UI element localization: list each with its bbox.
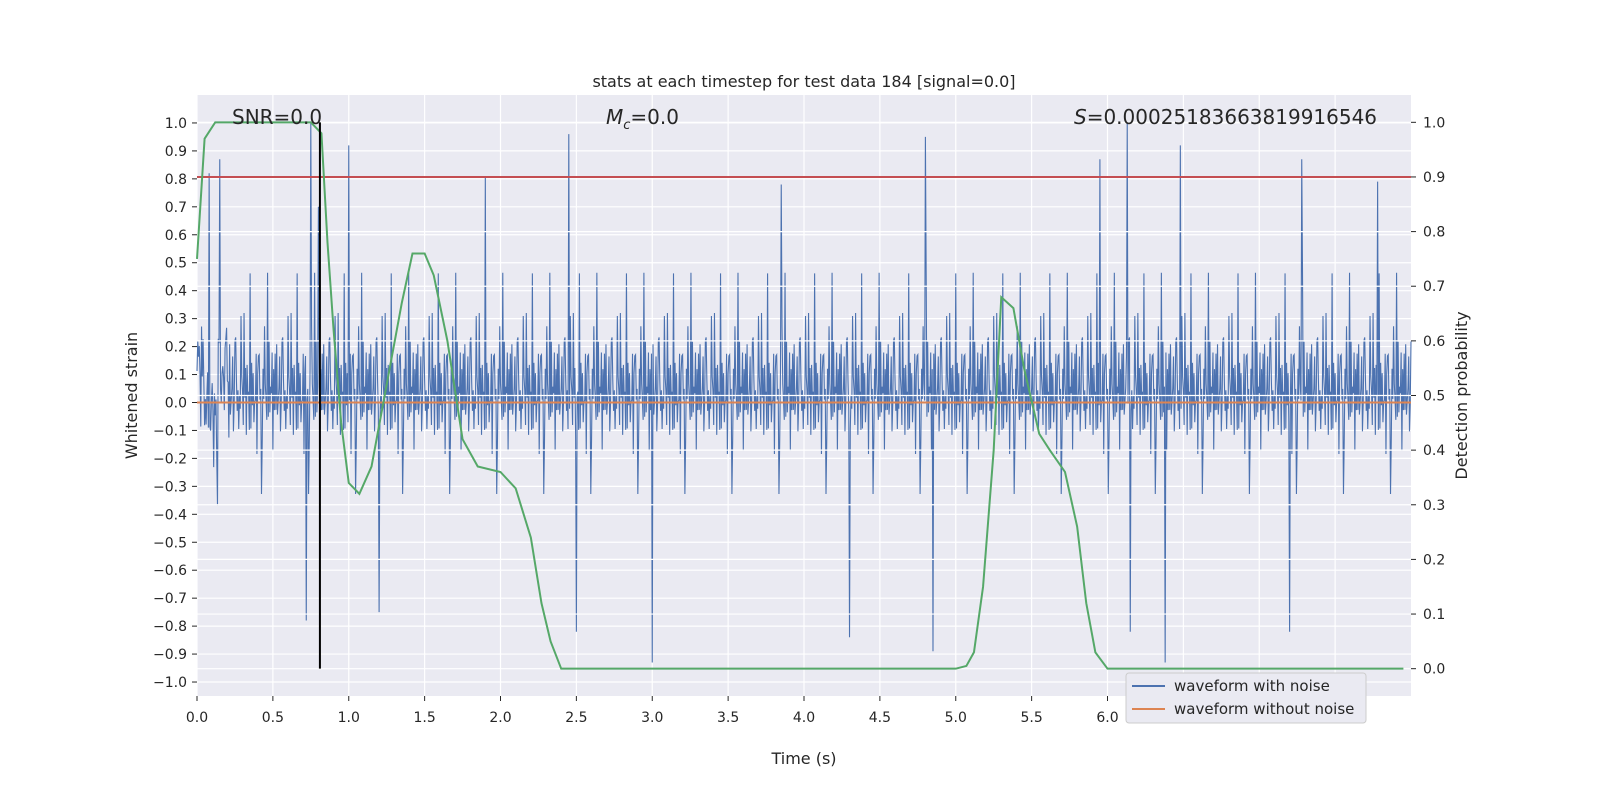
x-tick-label: 6.0 [1096,710,1118,726]
y-tick-label: 0.2 [165,340,187,356]
y-tick-label: −0.9 [153,647,187,663]
x-tick-label: 3.0 [641,710,663,726]
x-tick-label: 4.0 [793,710,815,726]
y-tick-label: −0.8 [153,619,187,635]
legend-box [1125,672,1367,724]
y-tick-label: 0.9 [165,144,187,160]
y-tick-label: 0.5 [165,256,187,272]
x-tick-label: 2.0 [489,710,511,726]
right-tick-label: 0.8 [1423,225,1445,241]
right-tick-label: 0.1 [1423,607,1445,623]
y-axis-label-right: Detection probability [1452,311,1471,479]
x-tick-label: 3.5 [717,710,739,726]
statistic-annotation: S=0.00025183663819916546 [1074,105,1377,129]
right-tick-label: 0.9 [1423,170,1445,186]
right-tick-label: 1.0 [1423,115,1445,131]
y-tick-label: 0.6 [165,228,187,244]
x-tick-label: 1.0 [338,710,360,726]
x-tick-label: 0.5 [262,710,284,726]
y-tick-label: −0.5 [153,535,187,551]
right-tick-label: 0.0 [1423,662,1445,678]
statistic-symbol: S [1074,105,1087,129]
x-axis-label: Time (s) [770,749,836,768]
legend-label-clean: waveform without noise [1174,700,1354,718]
detection-probability-line [196,121,1404,670]
chirp-mass-symbol: M [606,105,623,129]
y-tick-label: −0.4 [153,507,187,523]
right-tick-label: 0.7 [1423,279,1445,295]
y-tick-label: −0.7 [153,591,187,607]
snr-annotation: SNR=0.0 [232,105,322,129]
x-tick-label: 4.5 [869,710,891,726]
y-tick-label: −1.0 [153,675,187,691]
y-tick-label: 0.0 [165,395,187,411]
y-tick-label: 1.0 [165,116,187,132]
y-tick-label: 0.3 [165,312,187,328]
x-tick-label: 5.0 [945,710,967,726]
chirp-mass-annotation: Mc=0.0 [606,105,679,133]
grid-overlay [197,121,1411,670]
y-tick-label: 0.1 [165,368,187,384]
x-tick-label: 0.0 [186,710,208,726]
right-tick-label: 0.2 [1423,552,1445,568]
y-tick-label: −0.2 [153,451,187,467]
y-tick-label: 0.8 [165,172,187,188]
right-tick-label: 0.5 [1423,389,1445,405]
y-tick-label: −0.3 [153,479,187,495]
legend-label-noise: waveform with noise [1174,677,1330,695]
chirp-mass-subscript: c [623,118,630,133]
chart-title: stats at each timestep for test data 184… [592,72,1015,91]
y-tick-label: −0.1 [153,423,187,439]
y-axis-label-left: Whitened strain [122,332,141,459]
series-lines [196,121,1411,670]
chirp-mass-value: =0.0 [630,105,679,129]
x-tick-label: 1.5 [413,710,435,726]
statistic-value: =0.00025183663819916546 [1087,105,1377,129]
right-tick-label: 0.4 [1423,443,1445,459]
y-tick-label: 0.7 [165,200,187,216]
legend: waveform with noise waveform without noi… [1125,672,1367,724]
axis-ticks: 0.00.51.01.52.02.53.03.54.04.55.05.56.06… [153,115,1445,726]
x-tick-label: 5.5 [1020,710,1042,726]
y-tick-label: −0.6 [153,563,187,579]
right-tick-label: 0.3 [1423,498,1445,514]
y-tick-label: 0.4 [165,284,187,300]
x-tick-label: 2.5 [565,710,587,726]
right-tick-label: 0.6 [1423,334,1445,350]
